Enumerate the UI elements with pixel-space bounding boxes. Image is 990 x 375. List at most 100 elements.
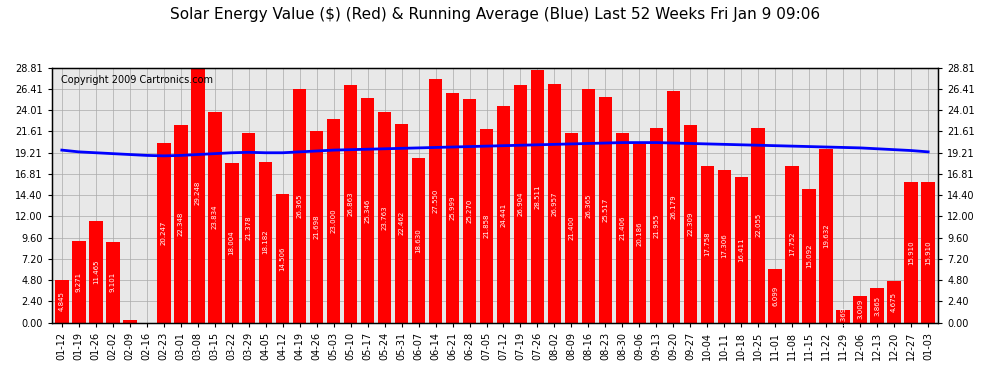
Text: 26.904: 26.904 [518,191,524,216]
Text: 16.411: 16.411 [739,238,744,262]
Bar [582,89,595,322]
Bar [360,98,374,322]
Text: 21.955: 21.955 [653,213,659,238]
Bar [547,84,561,322]
Bar [785,166,799,322]
Text: 22.462: 22.462 [399,211,405,236]
Bar [259,162,272,322]
Bar [191,64,205,322]
Bar [701,165,714,322]
Text: 21.698: 21.698 [314,214,320,239]
Text: 15.910: 15.910 [908,240,914,264]
Bar [870,288,884,322]
Bar [666,91,680,322]
Bar [887,281,901,322]
Text: 18.004: 18.004 [229,231,235,255]
Bar [276,194,289,322]
Text: 6.099: 6.099 [772,285,778,306]
Bar [208,112,222,322]
Text: 3.009: 3.009 [857,299,863,320]
Bar [429,79,443,322]
Text: 20.186: 20.186 [637,221,643,246]
Text: 26.365: 26.365 [297,194,303,218]
Text: 9.271: 9.271 [76,272,82,292]
Text: 21.406: 21.406 [620,216,626,240]
Text: 26.957: 26.957 [551,191,557,216]
Text: 22.055: 22.055 [755,213,761,237]
Text: 19.632: 19.632 [824,224,830,248]
Text: 23.834: 23.834 [212,205,218,230]
Bar [293,89,307,322]
Bar [242,134,255,322]
Bar [718,170,731,322]
Bar [462,99,476,322]
Text: 26.179: 26.179 [670,195,676,219]
Bar [683,125,697,322]
Bar [174,125,187,322]
Text: 28.511: 28.511 [535,184,541,209]
Bar [599,97,612,322]
Text: 18.630: 18.630 [416,228,422,253]
Text: 27.550: 27.550 [433,189,439,213]
Bar [446,93,459,322]
Bar [123,320,137,322]
Text: 17.758: 17.758 [704,232,711,256]
Text: 25.346: 25.346 [364,198,370,223]
Bar [89,221,103,322]
Text: 22.348: 22.348 [178,211,184,236]
Text: 21.378: 21.378 [246,216,251,240]
Text: Solar Energy Value ($) (Red) & Running Average (Blue) Last 52 Weeks Fri Jan 9 09: Solar Energy Value ($) (Red) & Running A… [170,8,820,22]
Bar [616,133,630,322]
Text: 24.441: 24.441 [501,202,507,226]
Text: 25.999: 25.999 [449,195,455,220]
Bar [412,158,426,322]
Bar [395,124,408,322]
Text: 18.182: 18.182 [262,230,268,255]
Bar [327,119,341,322]
Text: 9.101: 9.101 [110,272,116,292]
Text: 25.270: 25.270 [466,199,472,223]
Text: 26.365: 26.365 [585,194,591,218]
Text: 3.865: 3.865 [874,296,880,316]
Text: 21.858: 21.858 [483,214,489,238]
Bar [803,189,816,322]
Text: 11.465: 11.465 [93,260,99,284]
Bar [497,106,510,322]
Text: 23.763: 23.763 [381,205,388,230]
Bar [106,242,120,322]
Text: 4.845: 4.845 [58,291,64,311]
Bar [649,128,663,322]
Bar [905,182,918,322]
Bar [55,280,68,322]
Bar [514,85,528,322]
Bar [820,149,833,322]
Text: 20.247: 20.247 [160,221,166,245]
Bar [531,70,544,322]
Text: 29.248: 29.248 [195,181,201,206]
Bar [157,144,170,322]
Bar [378,112,391,322]
Text: 17.306: 17.306 [722,234,728,258]
Bar [837,310,850,322]
Text: 14.506: 14.506 [279,246,286,271]
Bar [344,85,357,322]
Bar [751,128,765,322]
Bar [768,268,782,322]
Text: 15.910: 15.910 [926,240,932,264]
Bar [564,133,578,322]
Bar [225,164,239,322]
Text: 17.752: 17.752 [789,232,795,256]
Bar [853,296,867,322]
Text: 22.309: 22.309 [687,211,693,236]
Text: 21.400: 21.400 [568,216,574,240]
Bar [72,241,85,322]
Bar [922,182,935,322]
Text: 25.517: 25.517 [602,198,609,222]
Text: 4.675: 4.675 [891,292,897,312]
Text: 1.369: 1.369 [841,306,846,327]
Bar [480,129,493,322]
Text: Copyright 2009 Cartronics.com: Copyright 2009 Cartronics.com [60,75,213,86]
Text: 15.092: 15.092 [806,244,812,268]
Bar [735,177,748,322]
Bar [633,144,646,322]
